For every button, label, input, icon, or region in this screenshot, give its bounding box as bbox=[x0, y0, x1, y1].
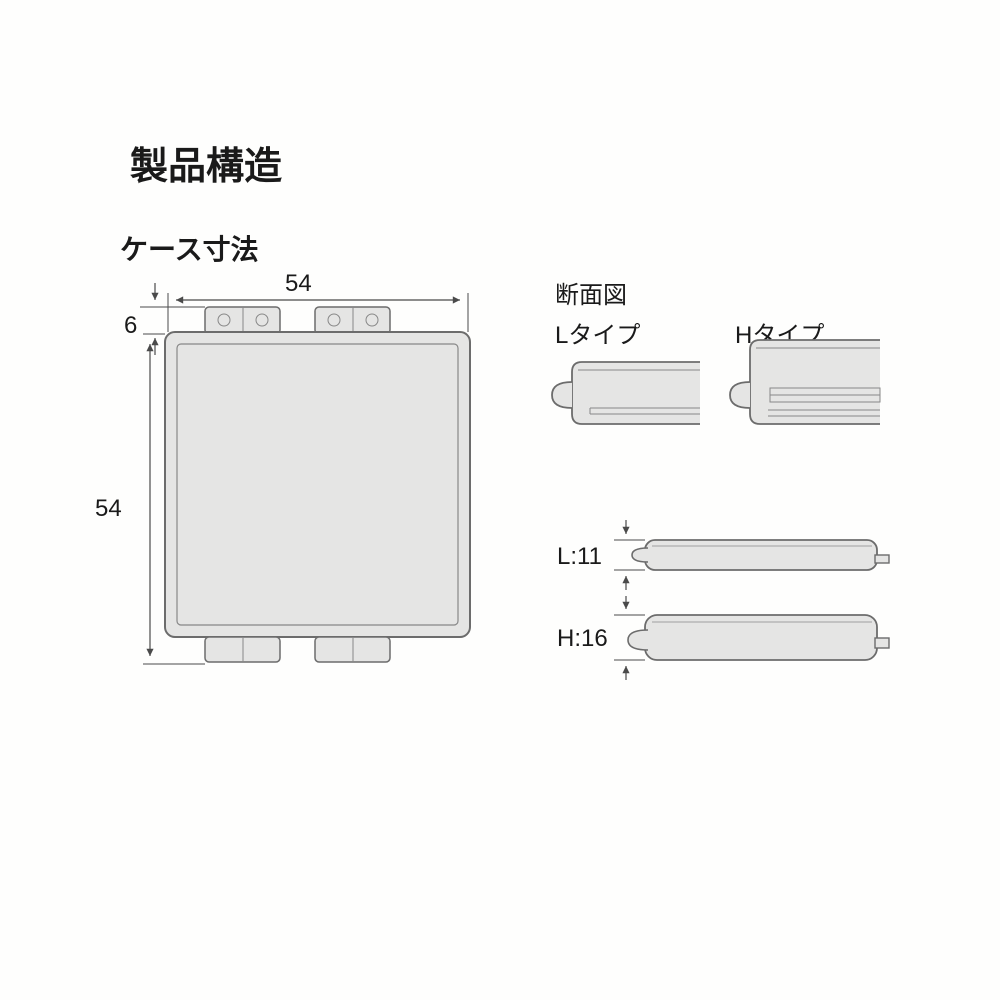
case-inner bbox=[177, 344, 458, 625]
bottom-tab-2 bbox=[315, 637, 390, 662]
side-profile-l bbox=[632, 540, 889, 570]
top-tab-1 bbox=[205, 307, 280, 334]
technical-drawing bbox=[0, 0, 1000, 1000]
cross-section-l bbox=[552, 362, 700, 424]
bottom-tab-1 bbox=[205, 637, 280, 662]
cross-section-h bbox=[730, 340, 880, 424]
diagram-canvas: 製品構造 ケース寸法 断面図 Lタイプ Hタイプ 54 6 54 L:11 H:… bbox=[0, 0, 1000, 1000]
top-tab-2 bbox=[315, 307, 390, 334]
side-profile-h bbox=[628, 615, 889, 660]
